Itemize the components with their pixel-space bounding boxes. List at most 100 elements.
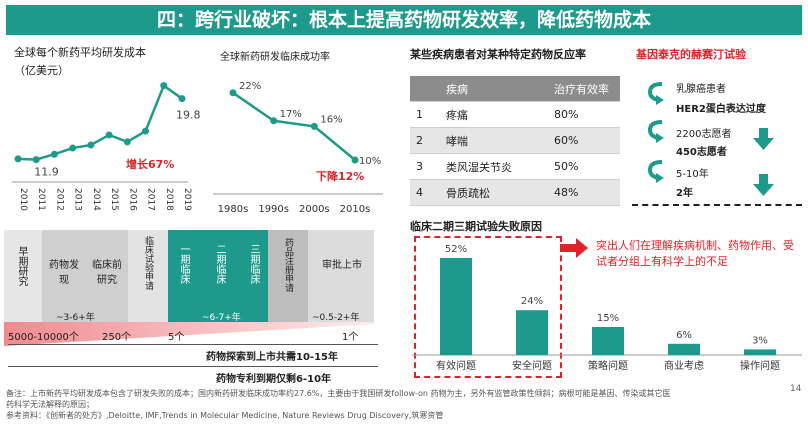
stage-label: 药品注册申请 [283, 238, 293, 292]
count-label: 5个 [168, 332, 185, 343]
count-label: 5000-10000个 [8, 332, 79, 343]
data-label: 15% [597, 313, 619, 324]
herceptin-panel [632, 64, 802, 206]
her-line1: 乳腺癌患者 [676, 84, 726, 95]
stage-box [268, 230, 308, 322]
data-point [142, 127, 150, 135]
stage-label: 一期临床 [178, 244, 189, 284]
data-point [105, 131, 113, 139]
bar [592, 327, 624, 355]
stage-box [308, 230, 374, 322]
data-label: 17% [280, 109, 302, 120]
data-point [160, 82, 168, 90]
series-line [232, 91, 356, 161]
stage-label: 药物发现 [49, 260, 79, 286]
duration-label: ~3-6+年 [56, 313, 95, 323]
data-point [229, 89, 237, 97]
x-tick-label: 1980s [218, 204, 249, 215]
stage-label: 审批上市 [322, 260, 362, 271]
table-cell: 骨质疏松 [440, 179, 548, 206]
data-label: 52% [445, 244, 467, 255]
table-cell: 4 [410, 179, 440, 206]
highlight-box [414, 236, 562, 378]
her-line2: HER2蛋白表达过度 [676, 104, 766, 115]
table-row: 3 类风湿关节炎 50% [410, 153, 620, 180]
data-point [87, 141, 95, 149]
x-tick-label: 2013 [73, 188, 83, 211]
table-cell: 60% [548, 127, 620, 154]
x-tick-label: 策略问题 [588, 359, 628, 372]
response-table: 疾病 治疗有效率 1 疼痛 80% 2 哮喘 60% 3 类风湿关节炎 50% … [410, 76, 620, 206]
table-header-cell: 疾病 [440, 76, 548, 102]
footnote: 备注：上市新药平均研发成本包含了研发失败的成本；国内新药研发临床成功率约27.6… [6, 388, 782, 421]
duration-label: ~6-7+年 [202, 313, 241, 323]
data-point [14, 155, 22, 163]
growth-label: 增长67% [126, 158, 175, 171]
footnote-line: 备注：上市新药平均研发成本包含了研发失败的成本；国内新药研发临床成功率约27.6… [6, 389, 671, 398]
series-line [17, 83, 183, 161]
bar [744, 349, 776, 355]
x-tick-label: 1990s [258, 204, 289, 215]
patent-time: 药物专利到期仅剩6-10年 [216, 374, 332, 385]
stage-box [4, 230, 42, 322]
data-point [270, 117, 278, 125]
x-tick-label: 2019 [182, 188, 192, 211]
stage-box [42, 230, 128, 322]
stage-box [128, 230, 168, 322]
table-cell: 3 [410, 153, 440, 180]
table-row: 4 骨质疏松 48% [410, 179, 620, 206]
response-table-title: 某些疾病患者对某种特定药物反应率 [410, 48, 586, 61]
table-cell: 80% [548, 101, 620, 128]
divider [8, 344, 378, 345]
stage-label: 临床试验申请 [143, 236, 153, 290]
data-point [178, 95, 186, 103]
down-arrow-icon [753, 128, 774, 196]
her-line5: 5-10年 [676, 169, 709, 180]
divider [8, 366, 378, 367]
data-label: 16% [320, 114, 342, 125]
table-cell: 疼痛 [440, 101, 548, 128]
table-cell: 类风湿关节炎 [440, 153, 548, 180]
x-tick-label: 操作问题 [740, 359, 780, 372]
bar [516, 310, 548, 355]
drug-pipeline: 早期研究 药物发现 临床前研究 临床试验申请 一期临床 二期临床 三期临床 药品… [4, 230, 380, 326]
x-tick-label: 2014 [91, 188, 101, 211]
table-header-cell [410, 76, 440, 102]
data-label: 11.9 [34, 166, 59, 179]
cost-line-chart: 2010 2011 2012 2013 2014 2015 2016 2017 2018 2019… [12, 82, 200, 211]
duration-label: ~0.5-2+年 [312, 313, 360, 323]
x-tick-label: 2000s [299, 204, 330, 215]
data-point [310, 122, 318, 130]
her-line4: 450志愿者 [676, 147, 727, 158]
table-cell: 48% [548, 179, 620, 206]
x-tick-label: 2010 [18, 188, 28, 211]
table-row: 2 哮喘 60% [410, 127, 620, 154]
stage-box [168, 230, 268, 322]
data-point [69, 144, 77, 152]
data-label: 10% [359, 156, 381, 167]
table-cell: 50% [548, 153, 620, 180]
footnote-line: 参考资料：《创新者的处方》,Deloitte, IMF,Trends in Mo… [6, 411, 444, 420]
data-point [351, 156, 359, 164]
x-tick-label: 有效问题 [436, 359, 476, 372]
x-tick-label: 安全问题 [512, 359, 552, 372]
curved-arrow-icon [647, 82, 664, 183]
table-cell: 1 [410, 101, 440, 128]
data-point [50, 150, 58, 158]
data-label: 22% [239, 81, 261, 92]
herceptin-title: 基因泰克的赫赛汀试验 [636, 48, 746, 61]
success-rate-line-chart: 22% 17% 16% 10% 1980s 1990s 2000s 2010s [213, 81, 383, 215]
data-label: 24% [521, 296, 543, 307]
her-line6: 2年 [676, 188, 693, 199]
drop-label: 下降12% [316, 170, 365, 183]
x-tick-label: 2016 [127, 188, 137, 211]
x-tick-label: 2012 [54, 188, 64, 211]
table-header-row: 疾病 治疗有效率 [410, 76, 620, 102]
table-row: 1 疼痛 80% [410, 101, 620, 128]
cost-chart-unit: （亿美元） [14, 64, 69, 77]
bar [440, 257, 472, 355]
total-time: 药物探索到上市共需10-15年 [206, 352, 338, 363]
count-label: 1个 [342, 332, 359, 343]
data-point [123, 138, 131, 146]
data-label: 6% [676, 330, 692, 341]
